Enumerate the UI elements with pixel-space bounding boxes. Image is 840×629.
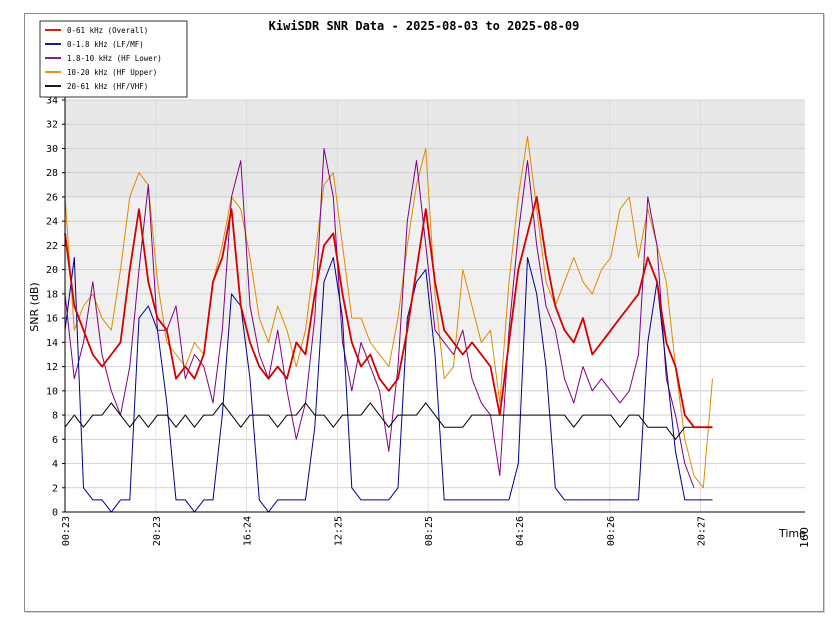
y-tick-label: 14 (46, 338, 58, 349)
series-line-hf_vhf (64, 402, 713, 440)
y-tick-label: 2 (52, 483, 58, 494)
x-tick-label: 12:25 (333, 516, 344, 546)
x-tick-label: 00:26 (606, 516, 617, 546)
chart-legend: 0-61 kHz (Overall) 0-1.8 kHz (LF/MF) 1.8-1… (39, 20, 188, 98)
y-tick-label: 34 (46, 96, 58, 107)
legend-box (39, 20, 188, 98)
y-tick-label: 8 (52, 411, 58, 422)
y-tick-label: 10 (46, 386, 58, 397)
y-tick-label: 26 (46, 192, 58, 203)
y-tick-label: 22 (46, 241, 58, 252)
y-tick-label: 30 (46, 144, 58, 155)
chart-frame: 0 2 4 6 8 10 12 14 16 18 20 22 24 26 28 30 32 34 00:23 20:… (24, 13, 824, 612)
y-tick-label: 12 (46, 362, 58, 373)
x-tick-label: 20:27 (697, 516, 708, 546)
x-tick-label: 00:23 (61, 516, 72, 546)
y-tick-label: 18 (46, 289, 58, 300)
x-tick-label: 08:25 (424, 516, 435, 546)
y-axis-label: SNR (dB) (28, 282, 41, 331)
x-tick-label: 16:24 (243, 516, 254, 546)
x-end-tick-label: 160 (798, 527, 811, 548)
y-tick-label: 4 (52, 459, 58, 470)
x-tick-labels: 00:23 20:23 16:24 12:25 08:25 04:26 00:26 20:27 (61, 516, 708, 546)
series-line-hf_lower (64, 148, 695, 488)
legend-label-overall: 0-61 kHz (Overall) (67, 26, 148, 35)
legend-label-lf_mf: 0-1.8 kHz (LF/MF) (67, 40, 144, 49)
y-tick-label: 16 (46, 314, 58, 325)
y-tick-label: 20 (46, 265, 58, 276)
series-lines (64, 135, 713, 513)
y-tick-label: 24 (46, 217, 58, 228)
legend-label-hf_upper: 10-20 kHz (HF Upper) (67, 68, 157, 77)
x-axis-label: Time (778, 527, 806, 540)
y-tick-label: 6 (52, 435, 58, 446)
x-tick-label: 04:26 (515, 516, 526, 546)
y-tick-label: 0 (52, 508, 58, 519)
axes (62, 96, 805, 513)
y-tick-label: 32 (46, 120, 58, 131)
legend-label-hf_lower: 1.8-10 kHz (HF Lower) (67, 54, 162, 63)
y-tick-label: 28 (46, 168, 58, 179)
chart-title: KiwiSDR SNR Data - 2025-08-03 to 2025-08… (269, 19, 580, 33)
series-line-hf_upper (64, 135, 713, 489)
series-line-overall (64, 196, 713, 429)
series-line-lf_mf (64, 257, 713, 513)
legend-label-hf_vhf: 20-61 kHz (HF/VHF) (67, 82, 148, 91)
x-tick-label: 20:23 (152, 516, 163, 546)
